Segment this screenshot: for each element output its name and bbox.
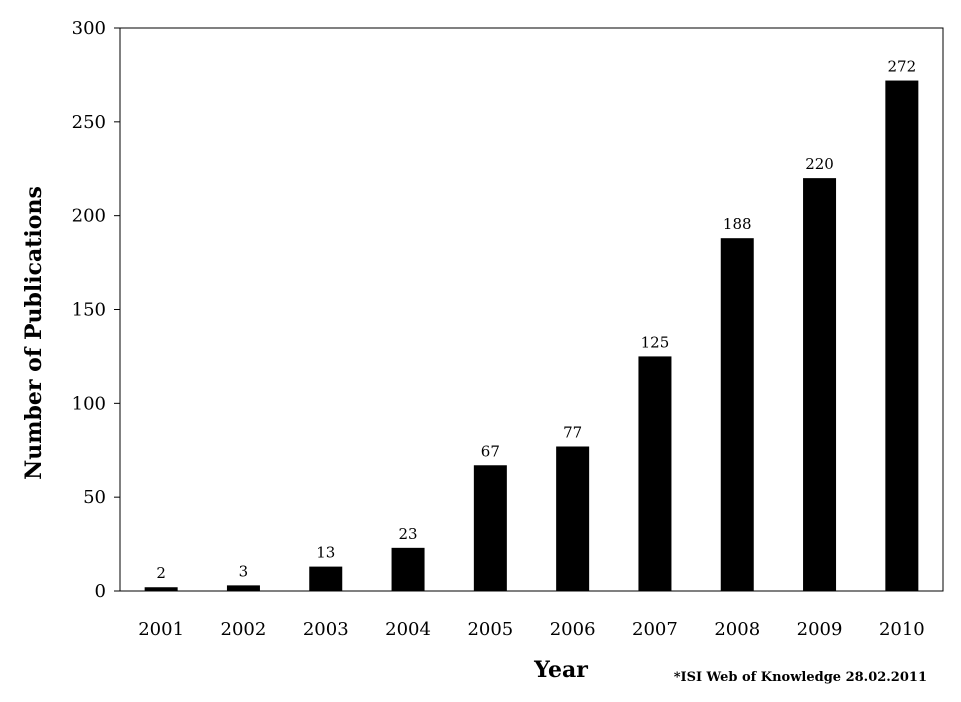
data-label-2006: 77 (563, 423, 582, 441)
data-label-2001: 2 (156, 564, 166, 582)
x-tick-label-2003: 2003 (303, 619, 349, 640)
y-tick-label: 150 (72, 300, 106, 321)
y-axis-ticks: 0 50 100 150 200 250 300 (72, 18, 120, 602)
data-label-2004: 23 (399, 525, 418, 543)
y-tick-label: 50 (83, 487, 106, 508)
bar-2004 (391, 547, 425, 591)
data-label-2002: 3 (239, 562, 249, 580)
y-tick-label: 300 (72, 18, 106, 39)
data-label-2009: 220 (805, 155, 834, 173)
x-tick-label-2010: 2010 (879, 619, 925, 640)
bar-2010 (885, 80, 919, 592)
data-label-2005: 67 (481, 442, 500, 460)
data-label-2010: 272 (888, 58, 917, 76)
x-axis-ticks: 2001 2002 2003 2004 2005 2006 2007 2008 2009 2010 (138, 619, 925, 640)
bar-2008 (720, 238, 754, 592)
x-tick-label-2001: 2001 (138, 619, 184, 640)
x-tick-label-2002: 2002 (221, 619, 267, 640)
y-tick-label: 250 (72, 112, 106, 133)
x-axis-title: Year (533, 657, 588, 683)
bar-2006 (556, 446, 590, 591)
x-tick-label-2004: 2004 (385, 619, 431, 640)
bar-2009 (803, 178, 837, 591)
bar-2007 (638, 356, 672, 591)
x-tick-label-2005: 2005 (467, 619, 513, 640)
bar-2001 (144, 587, 178, 591)
data-label-2008: 188 (723, 215, 752, 233)
x-tick-label-2007: 2007 (632, 619, 678, 640)
bar-2005 (473, 465, 507, 591)
data-label-2003: 13 (316, 544, 335, 562)
y-tick-label: 0 (95, 581, 106, 602)
source-annotation: *ISI Web of Knowledge 28.02.2011 (674, 670, 927, 685)
bar-2002 (226, 585, 260, 591)
x-tick-label-2009: 2009 (797, 619, 843, 640)
y-axis-title: Number of Publications (21, 186, 47, 480)
x-tick-label-2006: 2006 (550, 619, 596, 640)
y-tick-label: 100 (72, 393, 106, 414)
bar-2003 (309, 566, 343, 591)
data-label-2007: 125 (641, 333, 670, 351)
bars (144, 80, 919, 592)
x-tick-label-2008: 2008 (714, 619, 760, 640)
y-tick-label: 200 (72, 206, 106, 227)
